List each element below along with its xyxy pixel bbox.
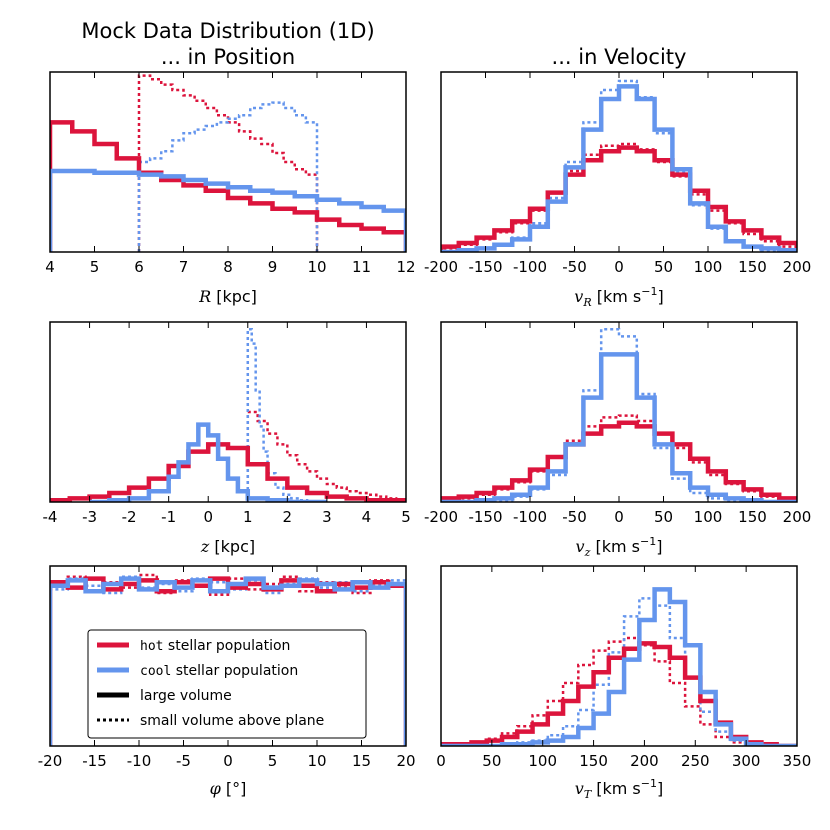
x-tick-label: 150 <box>579 752 608 770</box>
x-tick-label: 9 <box>268 258 278 276</box>
x-tick-label: 12 <box>396 258 415 276</box>
x-tick-label: -100 <box>513 508 547 526</box>
x-tick-label: 3 <box>322 508 332 526</box>
panel-vR-histogram: -200 -150 -100 -50 0 50 100 150 200 <box>424 71 812 276</box>
legend-large-label: large volume <box>140 688 232 704</box>
legend-hot-label: hot stellar population <box>140 638 290 654</box>
x-tick-label: 4 <box>45 258 55 276</box>
x-tick-label: 20 <box>396 752 415 770</box>
x-tick-label: 100 <box>694 508 723 526</box>
x-tick-label: -20 <box>38 752 63 770</box>
x-tick-label: 150 <box>738 508 767 526</box>
velocity-column-title: ... in Velocity <box>552 45 687 69</box>
histogram-vT-hot-large <box>441 641 797 746</box>
x-tick-label: 10 <box>307 258 326 276</box>
axes-frame <box>440 565 798 747</box>
x-tick-label: -150 <box>468 258 502 276</box>
x-tick-label: -3 <box>82 508 97 526</box>
legend-frame <box>87 629 367 739</box>
histogram-vz-hot-large <box>441 420 797 502</box>
x-tick-label: 7 <box>179 258 189 276</box>
axes-frame <box>440 321 798 503</box>
x-tick-label: 2 <box>283 508 293 526</box>
legend-cool-label: cool stellar population <box>140 663 298 679</box>
histogram-vR-hot-large <box>441 145 797 252</box>
x-tick-label: 10 <box>307 752 326 770</box>
x-tick-label: 100 <box>528 752 557 770</box>
panel-phi-histogram: -20 -15 -10 -5 0 5 10 15 20 <box>38 565 416 770</box>
x-tick-label: 50 <box>482 752 501 770</box>
x-tick-label: 250 <box>681 752 710 770</box>
panel-z-histogram: -4 -3 -2 -1 0 1 2 3 4 5 <box>43 321 411 526</box>
position-column-title: ... in Position <box>161 45 295 69</box>
histogram-z-hot-large <box>50 442 406 502</box>
x-tick-label: -100 <box>513 258 547 276</box>
histogram-R-cool-large <box>50 168 406 252</box>
x-tick-label: 4 <box>362 508 372 526</box>
x-tick-label: 200 <box>630 752 659 770</box>
xlabel-vR: vR [km s−1] <box>574 285 663 309</box>
axes-frame <box>49 321 407 503</box>
x-tick-label: 0 <box>203 508 213 526</box>
xlabel-z: z [kpc] <box>200 537 255 556</box>
x-tick-label: 350 <box>783 752 812 770</box>
x-tick-label: -50 <box>562 258 587 276</box>
xlabel-vT: vT [km s−1] <box>575 777 663 801</box>
x-tick-label: 0 <box>436 752 446 770</box>
legend-small-label: small volume above plane <box>140 713 324 729</box>
x-tick-label: 200 <box>783 258 812 276</box>
figure-title: Mock Data Distribution (1D) <box>81 19 374 43</box>
histogram-vT-hot-small <box>441 636 797 746</box>
x-tick-label: -5 <box>176 752 191 770</box>
xlabel-phi: φ [°] <box>210 779 247 798</box>
panel-R-histogram: 4 5 6 7 8 9 10 11 12 <box>45 71 416 276</box>
x-tick-label: 150 <box>738 258 767 276</box>
histogram-vz-cool-large <box>441 352 797 502</box>
x-tick-label: 5 <box>268 752 278 770</box>
histogram-phi-cool-large <box>50 576 406 746</box>
x-tick-label: 1 <box>243 508 253 526</box>
panel-vT-histogram: 0 50 100 150 200 250 300 350 <box>436 565 812 770</box>
x-tick-label: 6 <box>134 258 144 276</box>
x-tick-label: 15 <box>352 752 371 770</box>
panel-vz-histogram: -200 -150 -100 -50 0 50 100 150 200 <box>424 321 812 526</box>
x-tick-label: -200 <box>424 508 458 526</box>
histogram-vT-cool-small <box>441 597 797 746</box>
x-tick-label: 200 <box>783 508 812 526</box>
x-tick-label: 300 <box>732 752 761 770</box>
x-tick-label: 5 <box>401 508 411 526</box>
x-tick-label: 0 <box>614 258 624 276</box>
x-tick-label: -4 <box>43 508 58 526</box>
x-tick-label: 11 <box>352 258 371 276</box>
x-tick-label: 0 <box>223 752 233 770</box>
xlabel-vz: vz [km s−1] <box>576 535 663 559</box>
x-tick-label: 50 <box>654 258 673 276</box>
x-tick-label: 8 <box>223 258 233 276</box>
xlabel-R: R [kpc] <box>198 287 257 306</box>
x-tick-label: -10 <box>127 752 152 770</box>
legend: hot stellar population cool stellar popu… <box>87 629 367 739</box>
histogram-R-cool-small <box>137 101 319 252</box>
x-tick-label: 100 <box>694 258 723 276</box>
histogram-R-hot-large <box>50 120 406 252</box>
histogram-vT-cool-large <box>441 587 797 746</box>
x-tick-label: -15 <box>82 752 107 770</box>
histogram-z-cool-large <box>89 422 327 502</box>
x-tick-label: -150 <box>468 508 502 526</box>
x-tick-label: 50 <box>654 508 673 526</box>
x-tick-label: 0 <box>614 508 624 526</box>
histogram-vR-cool-large <box>441 84 797 252</box>
histogram-R-hot-small <box>137 74 319 252</box>
x-tick-label: -2 <box>122 508 137 526</box>
x-tick-label: 5 <box>90 258 100 276</box>
x-tick-label: -1 <box>161 508 176 526</box>
histogram-z-hot-small <box>246 410 406 502</box>
x-tick-label: -50 <box>562 508 587 526</box>
x-tick-label: -200 <box>424 258 458 276</box>
